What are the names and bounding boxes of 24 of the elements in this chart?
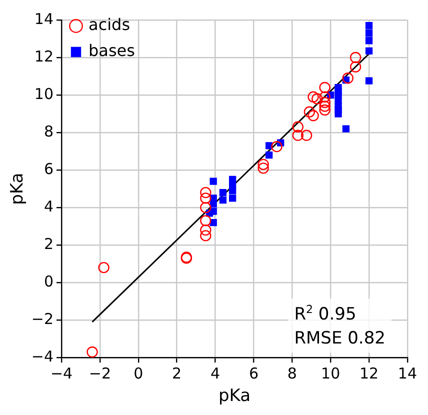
y-tick-label: 4 <box>44 197 54 216</box>
y-tick-label: 12 <box>34 47 54 66</box>
y-tick-label: 14 <box>34 10 54 28</box>
y-tick-label: 8 <box>44 122 54 140</box>
y-axis-title: pKa <box>8 172 28 205</box>
legend-label: bases <box>88 41 135 60</box>
y-tick-label: −4 <box>31 347 54 366</box>
legend-label: acids <box>88 15 130 34</box>
x-tick-label: 2 <box>172 364 182 382</box>
x-tick-label: 4 <box>210 364 220 382</box>
x-tick-label: 14 <box>398 364 418 382</box>
x-tick-label: −2 <box>88 364 112 382</box>
annotation: RMSE 0.82 <box>294 328 386 349</box>
x-tick-label: 8 <box>287 364 297 382</box>
y-tick-label: 10 <box>34 84 54 103</box>
y-tick-label: 0 <box>44 272 54 290</box>
y-tick-label: 6 <box>44 160 54 178</box>
x-tick-label: 0 <box>134 364 144 382</box>
y-tick-label: 2 <box>44 234 54 253</box>
x-axis-title: pKa <box>218 386 251 406</box>
y-tick-label: −2 <box>31 310 54 328</box>
x-tick-label: 6 <box>248 364 258 382</box>
x-tick-label: 12 <box>359 364 379 382</box>
x-tick-label: 10 <box>321 364 340 382</box>
